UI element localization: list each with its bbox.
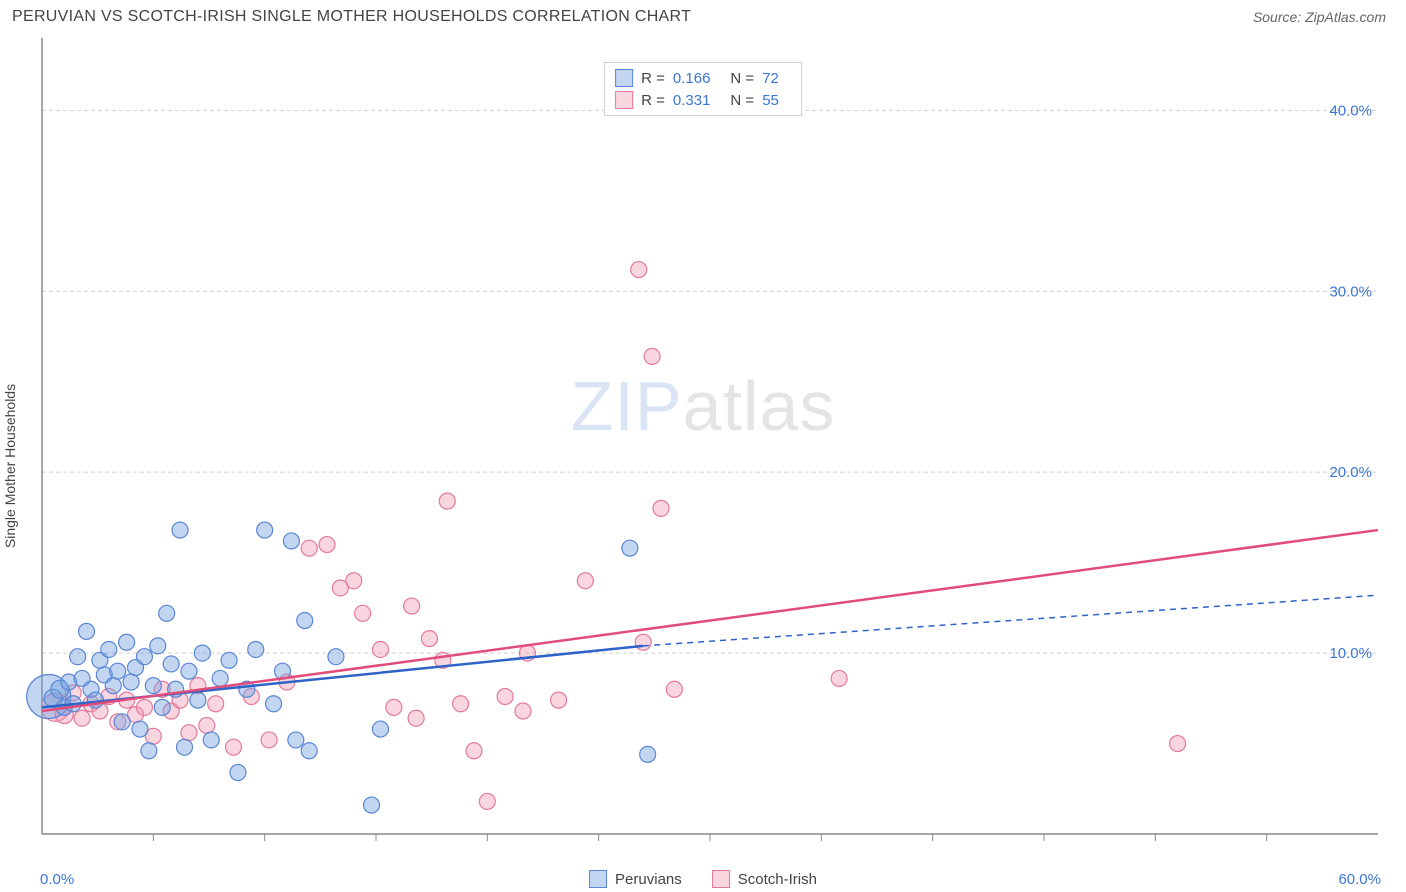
n-label: N = — [730, 70, 754, 87]
stats-legend-box: R = 0.166 N = 72 R = 0.331 N = 55 — [604, 62, 802, 116]
x-axis-min-label: 0.0% — [40, 871, 74, 888]
legend-item-scotch-irish: Scotch-Irish — [712, 870, 817, 888]
svg-text:20.0%: 20.0% — [1329, 464, 1372, 481]
chart-header: PERUVIAN VS SCOTCH-IRISH SINGLE MOTHER H… — [0, 0, 1406, 28]
x-axis-max-label: 60.0% — [1338, 871, 1381, 888]
n-label: N = — [730, 92, 754, 109]
r-label: R = — [641, 92, 665, 109]
source-attribution: Source: ZipAtlas.com — [1253, 9, 1386, 25]
chart-container: Single Mother Households 10.0%20.0%30.0%… — [0, 28, 1406, 888]
bottom-legend: Peruvians Scotch-Irish — [589, 870, 817, 888]
n-value-peruvians: 72 — [762, 70, 779, 87]
swatch-peruvians-icon — [589, 870, 607, 888]
legend-label-scotch-irish: Scotch-Irish — [738, 871, 817, 888]
r-label: R = — [641, 70, 665, 87]
scatter-chart: 10.0% 20.0% 30.0% 40.0% — [0, 28, 1406, 860]
stats-row-peruvians: R = 0.166 N = 72 — [615, 67, 791, 89]
swatch-scotch-irish — [615, 91, 633, 109]
chart-title: PERUVIAN VS SCOTCH-IRISH SINGLE MOTHER H… — [12, 8, 691, 26]
stats-row-scotch-irish: R = 0.331 N = 55 — [615, 89, 791, 111]
svg-text:40.0%: 40.0% — [1329, 102, 1372, 119]
legend-item-peruvians: Peruvians — [589, 870, 682, 888]
legend-label-peruvians: Peruvians — [615, 871, 682, 888]
r-value-scotch-irish: 0.331 — [673, 92, 711, 109]
svg-text:30.0%: 30.0% — [1329, 283, 1372, 300]
n-value-scotch-irish: 55 — [762, 92, 779, 109]
swatch-scotch-irish-icon — [712, 870, 730, 888]
r-value-peruvians: 0.166 — [673, 70, 711, 87]
swatch-peruvians — [615, 69, 633, 87]
svg-text:10.0%: 10.0% — [1329, 645, 1372, 662]
